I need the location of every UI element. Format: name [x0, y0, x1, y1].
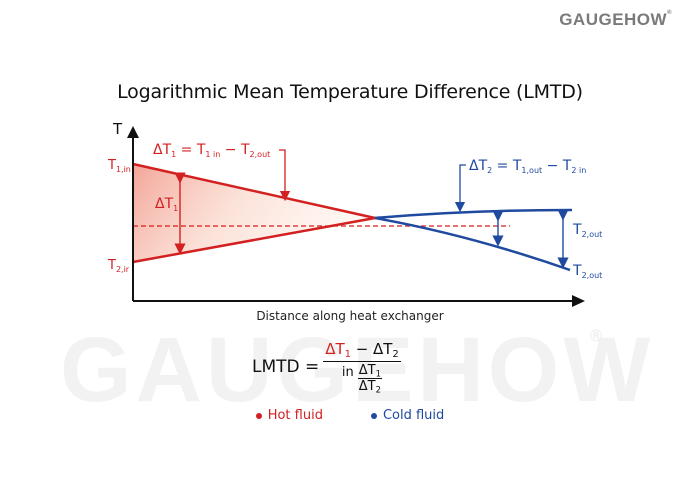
t2-in-label: T2,ir [108, 258, 130, 274]
x-axis-arrow-icon [572, 295, 585, 307]
diagram-title: Logarithmic Mean Temperature Difference … [117, 81, 583, 103]
cold-fluid-line [132, 216, 376, 264]
formula-fraction: ΔT1 − ΔT2 in ΔT1 ΔT2 [323, 340, 401, 395]
y-axis-arrow-icon [127, 126, 139, 138]
hot-fluid-line [132, 162, 376, 220]
delta-t2-pointer [454, 164, 466, 213]
t1-in-label: T1,in [108, 158, 131, 174]
watermark: GAUGEHOW [60, 319, 655, 421]
t2-out-mid-label: T2,out [573, 222, 603, 239]
legend: Hot fluid Cold fluid [0, 408, 700, 423]
x-axis-label: Distance along heat exchanger [256, 309, 444, 323]
t2-out-end-label: T2,out [573, 263, 603, 280]
delta-t1-pointer [279, 149, 291, 202]
delta-t1-label: ΔT1 [155, 196, 179, 213]
formula-lhs: LMTD = [252, 357, 320, 378]
hot-fluid-line-continued [374, 216, 571, 272]
legend-item-hot-fluid: Hot fluid [255, 408, 323, 423]
formula-denominator: in ΔT1 ΔT2 [341, 362, 382, 395]
brand-logo: GAUGEHOW® [559, 10, 672, 29]
delta-t1-equation: ΔT1 = T1 in − T2,out [153, 142, 271, 159]
y-axis-label: T [113, 120, 123, 138]
watermark-mark: ® [588, 326, 604, 345]
delta-t2-equation: ΔT2 = T1,out − T2 in [469, 158, 587, 175]
lmtd-formula: LMTD = ΔT1 − ΔT2 in ΔT1 ΔT2 [252, 340, 401, 395]
red-dot-icon [255, 412, 262, 419]
legend-item-cold-fluid: Cold fluid [370, 408, 444, 423]
blue-dot-icon [370, 412, 377, 419]
cold-fluid-line-continued [374, 208, 573, 220]
delta-t-shaded-region [133, 164, 375, 262]
formula-numerator: ΔT1 − ΔT2 [323, 340, 401, 362]
